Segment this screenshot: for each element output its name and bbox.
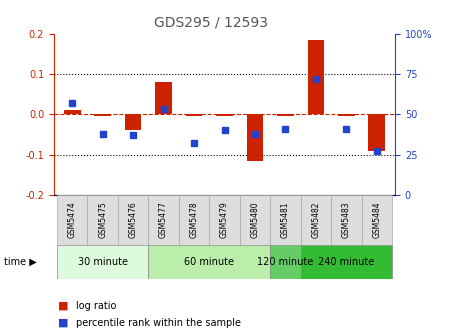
Text: GSM5481: GSM5481: [281, 202, 290, 238]
Bar: [301, 245, 392, 279]
Bar: [155, 82, 172, 114]
Bar: [240, 195, 270, 245]
Bar: [338, 114, 355, 116]
Text: 240 minute: 240 minute: [318, 257, 374, 267]
Bar: [125, 114, 141, 130]
Bar: [369, 114, 385, 151]
Bar: [118, 195, 148, 245]
Text: 60 minute: 60 minute: [184, 257, 234, 267]
Text: time ▶: time ▶: [4, 257, 37, 267]
Bar: [185, 114, 202, 116]
Bar: [94, 114, 111, 116]
Text: GSM5482: GSM5482: [312, 202, 321, 238]
Bar: [308, 40, 324, 114]
Bar: [148, 195, 179, 245]
Text: GSM5474: GSM5474: [68, 202, 77, 239]
Text: log ratio: log ratio: [76, 301, 117, 311]
Bar: [57, 245, 148, 279]
Text: GSM5478: GSM5478: [189, 202, 198, 239]
Bar: [270, 195, 301, 245]
Bar: [277, 114, 294, 116]
Text: percentile rank within the sample: percentile rank within the sample: [76, 318, 241, 328]
Bar: [64, 110, 80, 114]
Text: GSM5477: GSM5477: [159, 202, 168, 239]
Bar: [57, 195, 88, 245]
Bar: [270, 245, 301, 279]
Bar: [247, 114, 264, 161]
Text: 120 minute: 120 minute: [257, 257, 313, 267]
Bar: [361, 195, 392, 245]
Text: GSM5475: GSM5475: [98, 202, 107, 239]
Text: GSM5483: GSM5483: [342, 202, 351, 239]
Text: ■: ■: [58, 318, 69, 328]
Text: GSM5480: GSM5480: [251, 202, 260, 239]
Bar: [179, 195, 209, 245]
Text: GSM5479: GSM5479: [220, 202, 229, 239]
Text: GSM5476: GSM5476: [128, 202, 137, 239]
Bar: [331, 195, 361, 245]
Text: 30 minute: 30 minute: [78, 257, 128, 267]
Text: GDS295 / 12593: GDS295 / 12593: [154, 15, 268, 29]
Bar: [209, 195, 240, 245]
Bar: [216, 114, 233, 116]
Text: ■: ■: [58, 301, 69, 311]
Bar: [88, 195, 118, 245]
Bar: [148, 245, 270, 279]
Bar: [301, 195, 331, 245]
Text: GSM5484: GSM5484: [372, 202, 381, 239]
